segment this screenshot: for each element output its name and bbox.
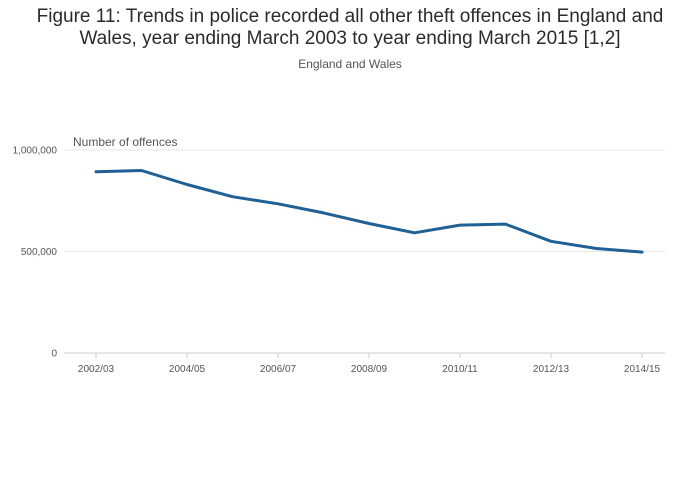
- y-tick-label: 500,000: [21, 247, 58, 258]
- chart-subtitle: England and Wales: [298, 57, 402, 71]
- x-tick-label: 2010/11: [442, 364, 478, 375]
- series-line: [94, 169, 644, 254]
- x-tick-label: 2006/07: [260, 364, 297, 375]
- x-tick-label: 2012/13: [533, 364, 570, 375]
- chart-title: Figure 11: Trends in police recorded all…: [36, 6, 664, 49]
- x-tick-label: 2008/09: [351, 364, 388, 375]
- y-tick-label: 0: [51, 349, 57, 360]
- x-tick-label: 2004/05: [169, 364, 206, 375]
- x-tick-label: 2002/03: [78, 364, 115, 375]
- y-tick-label: 1,000,000: [13, 146, 58, 157]
- y-axis-label: Number of offences: [73, 135, 178, 149]
- x-tick-label: 2014/15: [624, 364, 661, 375]
